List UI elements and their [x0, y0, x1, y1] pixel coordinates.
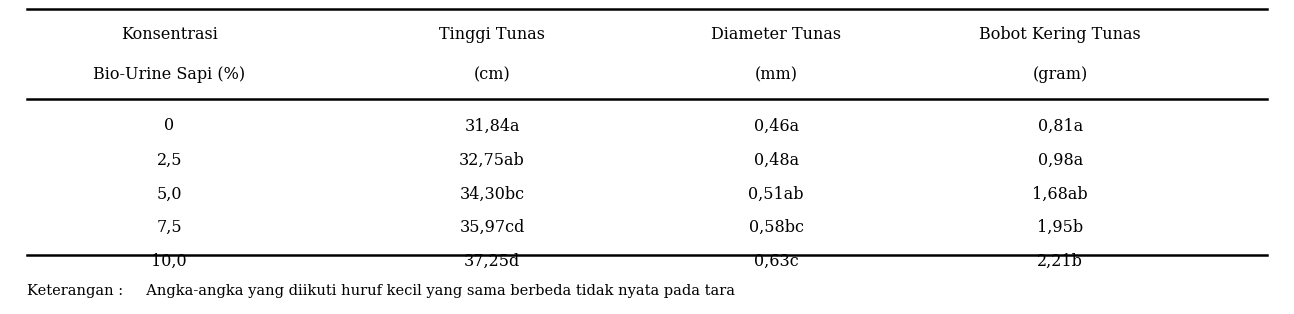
Text: 35,97cd: 35,97cd [459, 219, 525, 236]
Text: 5,0: 5,0 [157, 186, 182, 203]
Text: 0,46a: 0,46a [753, 117, 798, 134]
Text: (cm): (cm) [474, 66, 510, 83]
Text: (mm): (mm) [754, 66, 797, 83]
Text: Keterangan :     Angka-angka yang diikuti huruf kecil yang sama berbeda tidak ny: Keterangan : Angka-angka yang diikuti hu… [27, 284, 735, 298]
Text: 1,95b: 1,95b [1036, 219, 1083, 236]
Text: 7,5: 7,5 [157, 219, 182, 236]
Text: (gram): (gram) [1033, 66, 1088, 83]
Text: 2,5: 2,5 [157, 152, 182, 169]
Text: 0,98a: 0,98a [1038, 152, 1083, 169]
Text: 0: 0 [164, 117, 175, 134]
Text: 0,58bc: 0,58bc [749, 219, 804, 236]
Text: 31,84a: 31,84a [465, 117, 520, 134]
Text: 2,21b: 2,21b [1038, 253, 1083, 270]
Text: Diameter Tunas: Diameter Tunas [712, 25, 841, 43]
Text: 0,51ab: 0,51ab [748, 186, 804, 203]
Text: 1,68ab: 1,68ab [1033, 186, 1088, 203]
Text: Tinggi Tunas: Tinggi Tunas [439, 25, 545, 43]
Text: Bio-Urine Sapi (%): Bio-Urine Sapi (%) [93, 66, 246, 83]
Text: 34,30bc: 34,30bc [459, 186, 524, 203]
Text: 0,48a: 0,48a [753, 152, 798, 169]
Text: 37,25d: 37,25d [465, 253, 520, 270]
Text: 0,81a: 0,81a [1038, 117, 1083, 134]
Text: 0,63c: 0,63c [753, 253, 798, 270]
Text: Konsentrasi: Konsentrasi [120, 25, 217, 43]
Text: Bobot Kering Tunas: Bobot Kering Tunas [980, 25, 1141, 43]
Text: 32,75ab: 32,75ab [459, 152, 525, 169]
Text: 10,0: 10,0 [151, 253, 188, 270]
